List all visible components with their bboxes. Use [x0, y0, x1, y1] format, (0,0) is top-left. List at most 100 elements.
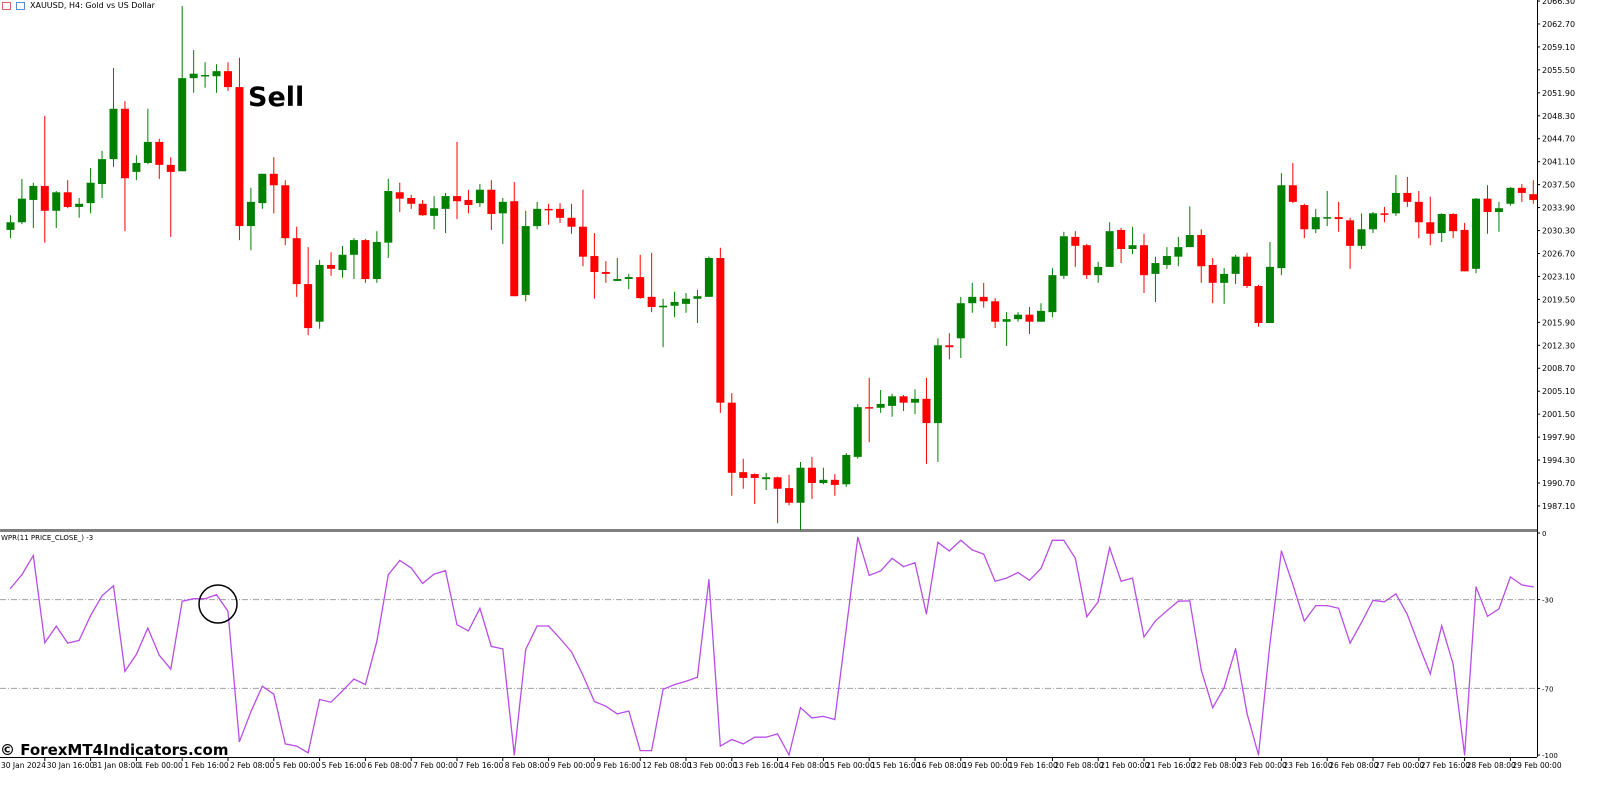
wpr-point	[880, 570, 882, 572]
candle-body	[63, 192, 72, 207]
wpr-point	[639, 749, 641, 752]
candle-body	[1472, 198, 1481, 269]
bull-candle	[1128, 226, 1137, 255]
price-tick-label: 2051.90	[1542, 89, 1575, 98]
time-tick-label: 20 Feb 08:00	[1054, 761, 1103, 770]
candle-body	[899, 396, 908, 403]
wpr-point	[433, 573, 435, 575]
wpr-point	[582, 674, 584, 676]
bull-candle	[1277, 173, 1286, 276]
wpr-point	[845, 627, 847, 630]
bull-candle	[533, 201, 542, 230]
wpr-point	[204, 598, 206, 600]
candle-body	[166, 164, 175, 172]
bear-candle	[1254, 284, 1263, 327]
bear-candle	[979, 282, 988, 308]
wpr-point	[1395, 593, 1397, 595]
bull-candle	[762, 472, 771, 491]
wpr-point	[1486, 615, 1489, 617]
wpr-point	[55, 625, 57, 627]
bull-candle	[670, 291, 679, 318]
bull-candle	[1059, 231, 1068, 279]
wpr-point	[1051, 539, 1053, 541]
wpr-point	[444, 570, 447, 572]
wpr-point	[124, 670, 126, 672]
candle-body	[315, 264, 324, 322]
bear-candle	[567, 203, 576, 234]
candle-body	[1346, 220, 1355, 246]
bull-candle	[75, 198, 84, 218]
bear-candle	[716, 247, 725, 413]
candle-body	[178, 78, 187, 172]
candle-body	[1449, 213, 1458, 232]
candle-body	[1380, 213, 1389, 215]
bull-candle	[911, 389, 919, 415]
price-tick-label: 2015.90	[1542, 318, 1575, 327]
candle-body	[246, 201, 255, 227]
wpr-point	[971, 549, 973, 551]
candle-body	[1151, 263, 1160, 274]
price-tick-label: 1990.70	[1542, 479, 1575, 488]
wpr-point	[90, 614, 92, 617]
candle-body	[624, 277, 633, 279]
time-tick-label: 27 Feb 00:00	[1375, 761, 1424, 770]
time-tick-label: 19 Feb 00:00	[963, 761, 1012, 770]
candle-body	[1300, 205, 1309, 230]
wpr-point	[341, 690, 344, 692]
wpr-point	[628, 710, 630, 712]
bull-candle	[1391, 175, 1400, 216]
wpr-point	[765, 736, 767, 738]
wpr-point	[364, 684, 366, 686]
wpr-point	[1315, 604, 1317, 607]
wpr-point	[811, 717, 813, 719]
wpr-point	[868, 574, 870, 577]
bull-candle	[1437, 213, 1446, 243]
time-tick-label: 27 Feb 16:00	[1421, 761, 1470, 770]
bear-candle	[1380, 206, 1389, 223]
bull-candle	[819, 467, 828, 485]
chart-shift-icon[interactable]	[16, 2, 25, 10]
bear-candle	[1140, 233, 1148, 294]
candle-body	[430, 208, 439, 216]
wpr-point	[1509, 576, 1511, 578]
candle-body	[40, 185, 49, 211]
candle-body	[785, 488, 794, 503]
wpr-point	[742, 743, 744, 745]
wpr-point	[1097, 601, 1099, 603]
bull-candle	[796, 461, 805, 531]
wpr-point	[1200, 669, 1202, 671]
wpr-point	[112, 585, 115, 587]
price-tick-label: 2033.90	[1542, 204, 1575, 213]
wpr-point	[32, 555, 34, 557]
candle-body	[1140, 245, 1148, 276]
candle-body	[670, 301, 679, 306]
wpr-point	[170, 668, 172, 670]
wpr-point	[1372, 599, 1374, 601]
bull-candle	[201, 62, 210, 88]
wpr-point	[502, 648, 504, 650]
bull-candle	[1220, 268, 1229, 304]
bull-candle	[246, 187, 255, 251]
wpr-point	[1532, 586, 1534, 588]
bear-candle	[1414, 191, 1423, 239]
one-click-trading-icon[interactable]	[2, 2, 11, 10]
wpr-point	[948, 550, 950, 552]
wpr-point	[788, 754, 790, 756]
wpr-point	[1257, 754, 1260, 756]
candle-body	[1185, 235, 1194, 248]
bear-candle	[1460, 222, 1469, 272]
candle-body	[636, 277, 645, 299]
bull-candle	[956, 296, 965, 359]
price-tick-label: 2048.30	[1542, 112, 1575, 121]
price-tick-label: 2044.70	[1542, 135, 1575, 144]
wpr-point	[467, 630, 470, 632]
bear-candle	[304, 247, 313, 336]
wpr-point	[548, 625, 550, 627]
time-tick-label: 16 Feb 08:00	[917, 761, 966, 770]
candle-body	[1048, 275, 1057, 313]
candle-body	[1357, 229, 1366, 246]
candle-body	[510, 201, 519, 297]
wpr-point	[261, 685, 263, 687]
candle-body	[682, 298, 690, 304]
